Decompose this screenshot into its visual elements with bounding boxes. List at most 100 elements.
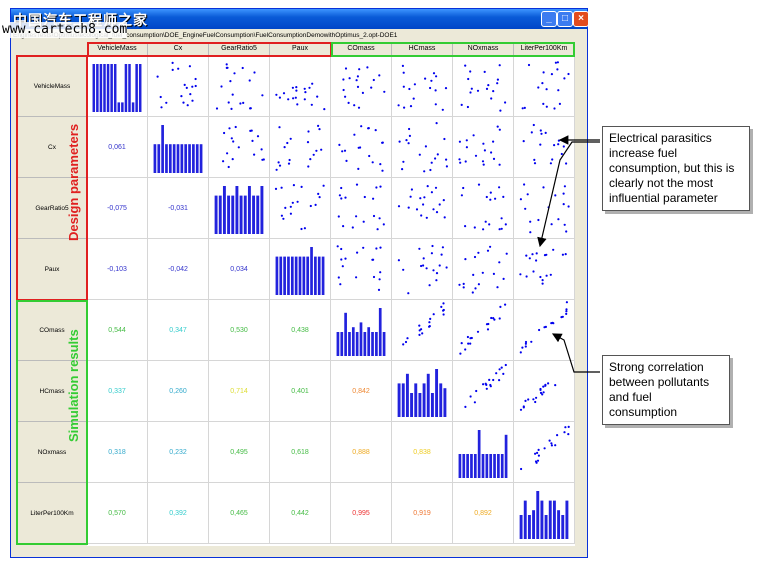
scatter-cell[interactable]	[392, 56, 453, 117]
row-header-comass[interactable]: COmass	[17, 300, 87, 361]
scatter-cell[interactable]	[392, 300, 453, 361]
correlation-cell[interactable]: 0,034	[209, 239, 270, 300]
scatter-cell[interactable]	[453, 178, 514, 239]
scatter-point	[548, 439, 551, 442]
scatter-cell[interactable]	[453, 239, 514, 300]
scatter-cell[interactable]	[331, 178, 392, 239]
scatter-cell[interactable]	[270, 178, 331, 239]
column-header-vehiclemass[interactable]: VehicleMass	[87, 42, 148, 56]
correlation-cell[interactable]: -0,075	[87, 178, 148, 239]
correlation-cell[interactable]: 0,337	[87, 361, 148, 422]
correlation-cell[interactable]: -0,103	[87, 239, 148, 300]
correlation-cell[interactable]: 0,544	[87, 300, 148, 361]
row-header-noxmass[interactable]: NOxmass	[17, 422, 87, 483]
column-header-comass[interactable]: COmass	[331, 42, 392, 56]
scatter-matrix: VehicleMass Cx GearRatio5 Paux COmass HCmass N…	[17, 42, 575, 546]
scatter-cell[interactable]	[453, 361, 514, 422]
correlation-cell[interactable]: 0,838	[392, 422, 453, 483]
correlation-value: 0,392	[169, 509, 187, 517]
histogram-cell[interactable]	[209, 178, 270, 239]
correlation-cell[interactable]: 0,442	[270, 483, 331, 544]
histogram-cell[interactable]	[87, 56, 148, 117]
correlation-cell[interactable]: 0,232	[148, 422, 209, 483]
scatter-cell[interactable]	[514, 361, 575, 422]
correlation-cell[interactable]: 0,892	[453, 483, 514, 544]
correlation-cell[interactable]: 0,618	[270, 422, 331, 483]
scatter-point	[159, 95, 162, 99]
histogram-bar	[552, 500, 556, 539]
correlation-cell[interactable]: -0,042	[148, 239, 209, 300]
row-header-vehiclemass[interactable]: VehicleMass	[17, 56, 87, 117]
histogram-cell[interactable]	[514, 483, 575, 544]
row-header-cx[interactable]: Cx	[17, 117, 87, 178]
histogram-cell[interactable]	[331, 300, 392, 361]
scatter-cell[interactable]	[331, 117, 392, 178]
correlation-cell[interactable]: 0,318	[87, 422, 148, 483]
close-button[interactable]: ×	[573, 11, 589, 27]
scatter-cell[interactable]	[209, 117, 270, 178]
title-bar[interactable]: 中国汽车工程师之家 _ □ ×	[11, 9, 589, 29]
minimize-button[interactable]: _	[541, 11, 557, 27]
correlation-cell[interactable]: 0,260	[148, 361, 209, 422]
scatter-point	[315, 149, 318, 152]
correlation-cell[interactable]: 0,919	[392, 483, 453, 544]
scatter-cell[interactable]	[392, 117, 453, 178]
scatter-cell[interactable]	[209, 56, 270, 117]
scatter-cell[interactable]	[148, 56, 209, 117]
scatter-cell[interactable]	[453, 56, 514, 117]
correlation-cell[interactable]: 0,392	[148, 483, 209, 544]
column-header-gearratio5[interactable]: GearRatio5	[209, 42, 270, 56]
scatter-cell[interactable]	[331, 239, 392, 300]
correlation-cell[interactable]: 0,061	[87, 117, 148, 178]
column-header-literper100km[interactable]: LiterPer100Km	[514, 42, 575, 56]
row-header-literper100km[interactable]: LiterPer100Km	[17, 483, 87, 544]
scatter-cell[interactable]	[331, 56, 392, 117]
scatter-cell[interactable]	[514, 239, 575, 300]
row-header-paux[interactable]: Paux	[17, 239, 87, 300]
scatter-cell[interactable]	[392, 239, 453, 300]
histogram-bar	[231, 195, 235, 234]
row-header-hcmass[interactable]: HCmass	[17, 361, 87, 422]
scatter-point	[402, 160, 405, 163]
histogram-cell[interactable]	[392, 361, 453, 422]
correlation-cell[interactable]: 0,465	[209, 483, 270, 544]
correlation-cell[interactable]: 0,888	[331, 422, 392, 483]
scatter-cell[interactable]	[514, 300, 575, 361]
column-header-cx[interactable]: Cx	[148, 42, 209, 56]
column-header-paux[interactable]: Paux	[270, 42, 331, 56]
column-header-hcmass[interactable]: HCmass	[392, 42, 453, 56]
scatter-point	[442, 199, 445, 202]
histogram-cell[interactable]	[453, 422, 514, 483]
correlation-cell[interactable]: 0,570	[87, 483, 148, 544]
scatter-cell[interactable]	[514, 56, 575, 117]
correlation-cell[interactable]: 0,842	[331, 361, 392, 422]
scatter-cell[interactable]	[270, 56, 331, 117]
histogram-cell[interactable]	[270, 239, 331, 300]
scatter-cell[interactable]	[270, 117, 331, 178]
scatter-point	[473, 255, 477, 259]
correlation-cell[interactable]: 0,530	[209, 300, 270, 361]
scatter-cell[interactable]	[514, 178, 575, 239]
histogram-bar	[504, 434, 508, 478]
correlation-cell[interactable]: 0,495	[209, 422, 270, 483]
scatter-cell[interactable]	[453, 117, 514, 178]
scatter-cell[interactable]	[453, 300, 514, 361]
correlation-cell[interactable]: 0,401	[270, 361, 331, 422]
scatter-point	[317, 124, 320, 127]
scatter-point	[471, 291, 474, 294]
scatter-point	[500, 227, 503, 230]
scatter-cell[interactable]	[514, 422, 575, 483]
correlation-cell[interactable]: 0,438	[270, 300, 331, 361]
histogram-cell[interactable]	[148, 117, 209, 178]
scatter-cell[interactable]	[514, 117, 575, 178]
histogram-bar	[99, 64, 103, 112]
correlation-cell[interactable]: -0,031	[148, 178, 209, 239]
correlation-cell[interactable]: 0,714	[209, 361, 270, 422]
row-header-gearratio5[interactable]: GearRatio5	[17, 178, 87, 239]
column-header-noxmass[interactable]: NOxmass	[453, 42, 514, 56]
correlation-cell[interactable]: 0,995	[331, 483, 392, 544]
scatter-cell[interactable]	[392, 178, 453, 239]
scatter-point	[424, 145, 427, 148]
maximize-button[interactable]: □	[557, 11, 573, 27]
correlation-cell[interactable]: 0,347	[148, 300, 209, 361]
